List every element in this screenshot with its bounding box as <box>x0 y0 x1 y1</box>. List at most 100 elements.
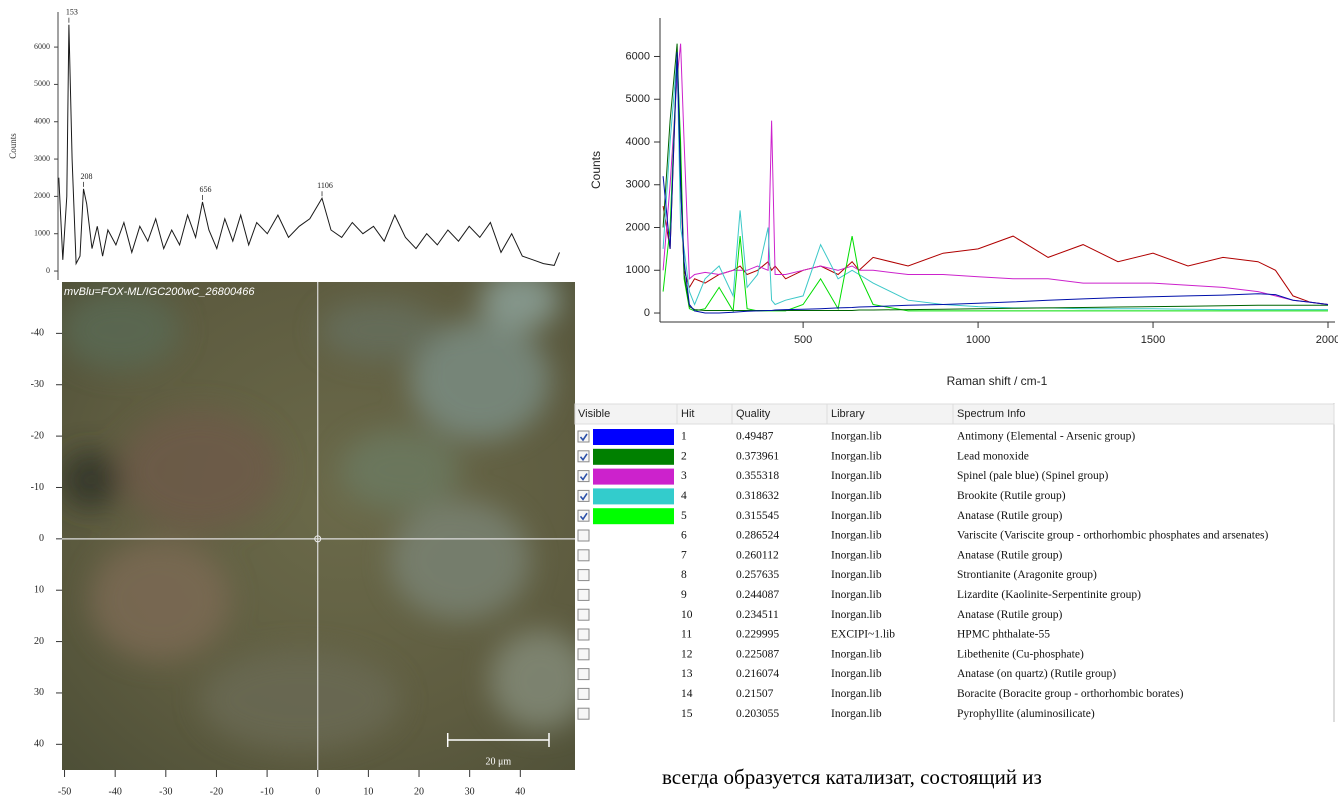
info-cell: Antimony (Elemental - Arsenic group) <box>957 431 1135 443</box>
visible-checkbox[interactable] <box>577 470 590 483</box>
library-cell: Inorgan.lib <box>831 688 882 700</box>
visible-checkbox[interactable] <box>577 489 590 502</box>
info-cell: HPMC phthalate-55 <box>957 629 1050 641</box>
library-cell: Inorgan.lib <box>831 490 882 502</box>
info-cell: Lizardite (Kaolinite-Serpentinite group) <box>957 589 1141 601</box>
column-header: Hit <box>681 408 694 420</box>
quality-cell: 0.257635 <box>736 569 779 581</box>
info-cell: Anatase (Rutile group) <box>957 609 1063 621</box>
column-header: Spectrum Info <box>957 408 1025 420</box>
peak-label: 153 <box>66 8 78 17</box>
x-tick-label: -40 <box>109 786 122 797</box>
library-cell: Inorgan.lib <box>831 589 882 601</box>
y-tick-label: -30 <box>31 379 44 390</box>
table-row[interactable]: 10 0.234511 Inorgan.lib Anatase (Rutile gro… <box>577 608 1063 621</box>
table-row[interactable]: 3 0.355318 Inorgan.lib Spinel (pale blue) (… <box>577 468 1109 485</box>
y-tick-label: 2000 <box>626 221 650 233</box>
x-tick-label: 40 <box>515 786 525 797</box>
quality-cell: 0.216074 <box>736 668 779 680</box>
quality-cell: 0.21507 <box>736 688 774 700</box>
column-header: Quality <box>736 408 771 420</box>
library-cell: Inorgan.lib <box>831 510 882 522</box>
spectrum-line <box>662 43 1329 305</box>
y-tick-label: 40 <box>34 739 44 750</box>
visible-checkbox[interactable] <box>577 509 590 522</box>
hit-cell: 5 <box>681 510 687 522</box>
y-tick-label: 2000 <box>34 191 50 200</box>
checkmark <box>579 473 588 481</box>
x-axis-label: Raman shift / cm-1 <box>947 374 1048 388</box>
visible-checkbox[interactable] <box>577 648 590 661</box>
y-tick-label: -10 <box>31 482 44 493</box>
visible-checkbox[interactable] <box>577 668 590 681</box>
y-tick-label: 0 <box>46 266 50 275</box>
library-cell: Inorgan.lib <box>831 431 882 443</box>
visible-checkbox[interactable] <box>577 588 590 601</box>
visible-checkbox[interactable] <box>577 608 590 621</box>
table-row[interactable]: 11 0.229995 EXCIPI~1.lib HPMC phthalate-55 <box>577 628 1050 641</box>
table-row[interactable]: 7 0.260112 Inorgan.lib Anatase (Rutile grou… <box>577 549 1063 562</box>
info-cell: Anatase (Rutile group) <box>957 549 1063 561</box>
quality-cell: 0.225087 <box>736 648 779 660</box>
visible-checkbox[interactable] <box>577 450 590 463</box>
y-tick-label: 5000 <box>34 79 50 88</box>
y-tick-label: 0 <box>39 533 44 544</box>
y-tick-label: 0 <box>644 307 650 319</box>
quality-cell: 0.229995 <box>736 629 779 641</box>
visible-checkbox[interactable] <box>577 569 590 582</box>
table-row[interactable]: 9 0.244087 Inorgan.lib Lizardite (Kaolinite… <box>577 588 1141 601</box>
x-tick-label: 30 <box>465 786 475 797</box>
color-swatch <box>593 429 674 445</box>
library-cell: Inorgan.lib <box>831 609 882 621</box>
table-row[interactable]: 15 0.203055 Inorgan.lib Pyrophyllite (alumi… <box>577 707 1095 720</box>
spectrum-line <box>662 43 1328 311</box>
hit-cell: 8 <box>681 569 687 581</box>
table-row[interactable]: 4 0.318632 Inorgan.lib Brookite (Rutile gro… <box>577 488 1066 505</box>
x-tick-label: 1000 <box>966 334 990 346</box>
hit-cell: 3 <box>681 470 687 482</box>
hit-cell: 15 <box>681 708 693 720</box>
table-row[interactable]: 8 0.257635 Inorgan.lib Strontianite (Aragon… <box>577 569 1097 582</box>
body-text: И <box>1318 798 1333 801</box>
y-axis-label: Counts <box>589 151 603 189</box>
hit-cell: 7 <box>681 549 687 561</box>
spectrum-line <box>662 56 1328 311</box>
y-tick-label: -40 <box>31 328 44 339</box>
visible-checkbox[interactable] <box>577 430 590 443</box>
table-row[interactable]: 1 0.49487 Inorgan.lib Antimony (Elemental -… <box>577 429 1135 445</box>
library-cell: Inorgan.lib <box>831 708 882 720</box>
hit-cell: 6 <box>681 530 687 542</box>
image-title: mvBlu=FOX-ML/IGC200wC_26800466 <box>64 286 255 298</box>
info-cell: Anatase (Rutile group) <box>957 510 1063 522</box>
microscope-image <box>62 282 575 770</box>
visible-checkbox[interactable] <box>577 687 590 700</box>
table-row[interactable]: 5 0.315545 Inorgan.lib Anatase (Rutile grou… <box>577 508 1063 525</box>
x-tick-label: -30 <box>159 786 172 797</box>
x-tick-label: -10 <box>260 786 273 797</box>
table-row[interactable]: 6 0.286524 Inorgan.lib Variscite (Variscite… <box>577 529 1269 542</box>
x-tick-label: 0 <box>315 786 320 797</box>
x-tick-label: -50 <box>58 786 71 797</box>
info-cell: Strontianite (Aragonite group) <box>957 569 1097 581</box>
x-tick-label: 500 <box>794 334 812 346</box>
hit-cell: 4 <box>681 490 687 502</box>
color-swatch <box>593 468 674 485</box>
y-tick-label: 1000 <box>34 229 50 238</box>
table-row[interactable]: 13 0.216074 Inorgan.lib Anatase (on quartz)… <box>577 668 1116 681</box>
peak-label: 656 <box>199 185 211 194</box>
peak-label: 1106 <box>317 181 333 190</box>
visible-checkbox[interactable] <box>577 529 590 542</box>
visible-checkbox[interactable] <box>577 707 590 720</box>
hit-cell: 12 <box>681 648 693 660</box>
visible-checkbox[interactable] <box>577 549 590 562</box>
table-row[interactable]: 2 0.373961 Inorgan.lib Lead monoxide <box>577 448 1029 465</box>
y-tick-label: 4000 <box>626 136 650 148</box>
table-row[interactable]: 14 0.21507 Inorgan.lib Boracite (Boracite g… <box>577 687 1184 700</box>
quality-cell: 0.260112 <box>736 549 779 561</box>
hit-cell: 14 <box>681 688 693 700</box>
table-row[interactable]: 12 0.225087 Inorgan.lib Libethenite (Cu-pho… <box>577 648 1084 661</box>
hit-cell: 11 <box>681 629 692 641</box>
visible-checkbox[interactable] <box>577 628 590 641</box>
y-tick-label: 6000 <box>626 50 650 62</box>
